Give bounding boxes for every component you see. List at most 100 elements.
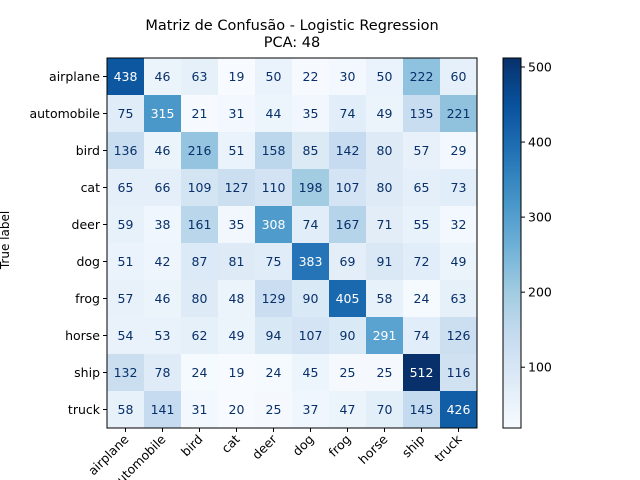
cell-value-label: 167 bbox=[336, 217, 360, 232]
x-tick-label: horse bbox=[355, 431, 391, 467]
plot-frame bbox=[106, 57, 478, 429]
cell-value-label: 129 bbox=[262, 291, 286, 306]
heatmap-cell bbox=[218, 391, 256, 429]
heatmap-cell bbox=[292, 169, 330, 207]
cell-value-label: 198 bbox=[299, 180, 323, 195]
heatmap-cell bbox=[440, 317, 478, 355]
heatmap-cell bbox=[366, 354, 404, 392]
heatmap-cell bbox=[440, 132, 478, 170]
y-tick-label: bird bbox=[76, 143, 100, 158]
x-tick-label: dog bbox=[289, 432, 316, 459]
cell-value-label: 81 bbox=[229, 254, 245, 269]
cell-value-label: 60 bbox=[451, 69, 467, 84]
heatmap-cell bbox=[440, 391, 478, 429]
heatmap-cell bbox=[181, 95, 219, 133]
cell-value-label: 75 bbox=[266, 254, 282, 269]
cell-value-label: 35 bbox=[303, 106, 319, 121]
cell-value-label: 46 bbox=[155, 291, 171, 306]
heatmap-cell bbox=[440, 58, 478, 96]
cell-value-label: 315 bbox=[151, 106, 175, 121]
heatmap-cell bbox=[329, 58, 367, 96]
y-tick-label: ship bbox=[74, 365, 100, 380]
cell-value-label: 55 bbox=[414, 217, 430, 232]
heatmap-cell bbox=[329, 354, 367, 392]
cell-value-label: 73 bbox=[451, 180, 467, 195]
heatmap-cell bbox=[144, 280, 182, 318]
heatmap-cell bbox=[366, 95, 404, 133]
cell-value-label: 126 bbox=[447, 328, 471, 343]
cell-value-label: 135 bbox=[410, 106, 434, 121]
colorbar-tick-label: 300 bbox=[528, 210, 552, 225]
heatmap-cell bbox=[329, 169, 367, 207]
heatmap-cell bbox=[255, 354, 293, 392]
cell-value-label: 51 bbox=[229, 143, 245, 158]
cell-value-label: 74 bbox=[303, 217, 319, 232]
heatmap-cell bbox=[255, 243, 293, 281]
heatmap-cell bbox=[255, 95, 293, 133]
cell-value-label: 90 bbox=[303, 291, 319, 306]
cell-value-label: 45 bbox=[303, 365, 319, 380]
heatmap-cell bbox=[107, 280, 145, 318]
cell-value-label: 512 bbox=[410, 365, 434, 380]
heatmap-cell bbox=[144, 169, 182, 207]
colorbar-tick-label: 500 bbox=[528, 60, 552, 75]
heatmap-cell bbox=[329, 243, 367, 281]
heatmap-cell bbox=[181, 354, 219, 392]
cell-value-label: 31 bbox=[192, 402, 208, 417]
heatmap-cell bbox=[440, 243, 478, 281]
heatmap-cell bbox=[403, 317, 441, 355]
heatmap-cell bbox=[366, 206, 404, 244]
heatmap-cell bbox=[255, 206, 293, 244]
heatmap-cell bbox=[255, 58, 293, 96]
heatmap-cell bbox=[107, 169, 145, 207]
heatmap-cell bbox=[329, 391, 367, 429]
heatmap-cell bbox=[292, 243, 330, 281]
cell-value-label: 80 bbox=[377, 143, 393, 158]
cell-value-label: 44 bbox=[266, 106, 282, 121]
cell-value-label: 58 bbox=[377, 291, 393, 306]
heatmap-cell bbox=[440, 354, 478, 392]
cell-value-label: 383 bbox=[299, 254, 323, 269]
cell-value-label: 24 bbox=[266, 365, 282, 380]
heatmap-cell bbox=[329, 95, 367, 133]
y-tick-label: airplane bbox=[49, 69, 100, 84]
cell-value-label: 48 bbox=[229, 291, 245, 306]
cell-value-label: 22 bbox=[303, 69, 319, 84]
cell-value-label: 46 bbox=[155, 143, 171, 158]
cell-value-label: 221 bbox=[447, 106, 471, 121]
heatmap-cell bbox=[440, 169, 478, 207]
cell-value-label: 35 bbox=[229, 217, 245, 232]
heatmap-cell bbox=[181, 280, 219, 318]
x-tick-label: bird bbox=[178, 432, 206, 460]
cell-value-label: 32 bbox=[451, 217, 467, 232]
cell-value-label: 25 bbox=[266, 402, 282, 417]
heatmap-cell bbox=[403, 95, 441, 133]
cell-value-label: 65 bbox=[118, 180, 134, 195]
heatmap-cell bbox=[292, 317, 330, 355]
heatmap-cell bbox=[403, 206, 441, 244]
cell-value-label: 63 bbox=[192, 69, 208, 84]
heatmap-cell bbox=[403, 354, 441, 392]
cell-value-label: 50 bbox=[377, 69, 393, 84]
cell-value-label: 426 bbox=[447, 402, 471, 417]
cell-value-label: 50 bbox=[266, 69, 282, 84]
heatmap-cell bbox=[107, 58, 145, 96]
heatmap-cell bbox=[292, 391, 330, 429]
colorbar-tick-label: 100 bbox=[528, 360, 552, 375]
cell-value-label: 85 bbox=[303, 143, 319, 158]
cell-value-label: 30 bbox=[340, 69, 356, 84]
cell-value-label: 116 bbox=[447, 365, 471, 380]
cell-value-label: 136 bbox=[114, 143, 138, 158]
heatmap-cell bbox=[292, 206, 330, 244]
heatmap-cell bbox=[329, 280, 367, 318]
cell-value-label: 59 bbox=[118, 217, 134, 232]
y-tick-label: frog bbox=[75, 291, 100, 306]
heatmap-cell bbox=[366, 169, 404, 207]
heatmap-cell bbox=[329, 317, 367, 355]
cell-value-label: 29 bbox=[451, 143, 467, 158]
colorbar-tick-label: 200 bbox=[528, 285, 552, 300]
y-tick-label: dog bbox=[76, 254, 100, 269]
cell-value-label: 74 bbox=[414, 328, 430, 343]
cell-value-label: 291 bbox=[373, 328, 397, 343]
